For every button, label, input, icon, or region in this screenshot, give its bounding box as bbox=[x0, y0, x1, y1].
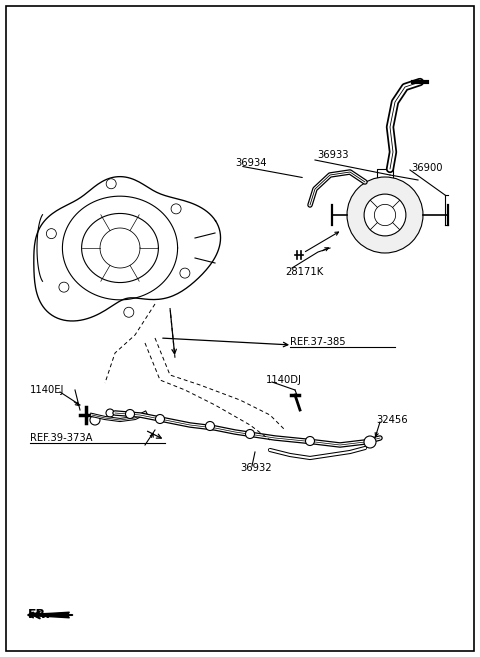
Text: 32456: 32456 bbox=[376, 415, 408, 425]
Circle shape bbox=[205, 422, 215, 430]
Circle shape bbox=[180, 268, 190, 278]
Circle shape bbox=[364, 436, 376, 448]
Text: 36934: 36934 bbox=[235, 158, 266, 168]
Circle shape bbox=[59, 282, 69, 292]
Circle shape bbox=[124, 307, 134, 317]
Text: 1140DJ: 1140DJ bbox=[266, 375, 302, 385]
Circle shape bbox=[245, 430, 254, 438]
Text: FR.: FR. bbox=[28, 608, 51, 622]
Circle shape bbox=[106, 409, 114, 417]
Circle shape bbox=[374, 204, 396, 225]
Circle shape bbox=[156, 415, 165, 424]
Circle shape bbox=[47, 229, 56, 238]
Circle shape bbox=[125, 409, 134, 419]
Text: 28171K: 28171K bbox=[285, 267, 323, 277]
Circle shape bbox=[171, 204, 181, 214]
Circle shape bbox=[106, 179, 116, 189]
Text: 36932: 36932 bbox=[240, 463, 272, 473]
Circle shape bbox=[90, 415, 100, 425]
Text: REF.39-373A: REF.39-373A bbox=[30, 433, 93, 443]
Text: 36933: 36933 bbox=[317, 150, 348, 160]
Text: 36900: 36900 bbox=[411, 163, 443, 173]
Circle shape bbox=[364, 194, 406, 236]
Text: REF.37-385: REF.37-385 bbox=[290, 337, 346, 347]
Text: 1140EJ: 1140EJ bbox=[30, 385, 64, 395]
Circle shape bbox=[347, 177, 423, 253]
Circle shape bbox=[305, 436, 314, 445]
